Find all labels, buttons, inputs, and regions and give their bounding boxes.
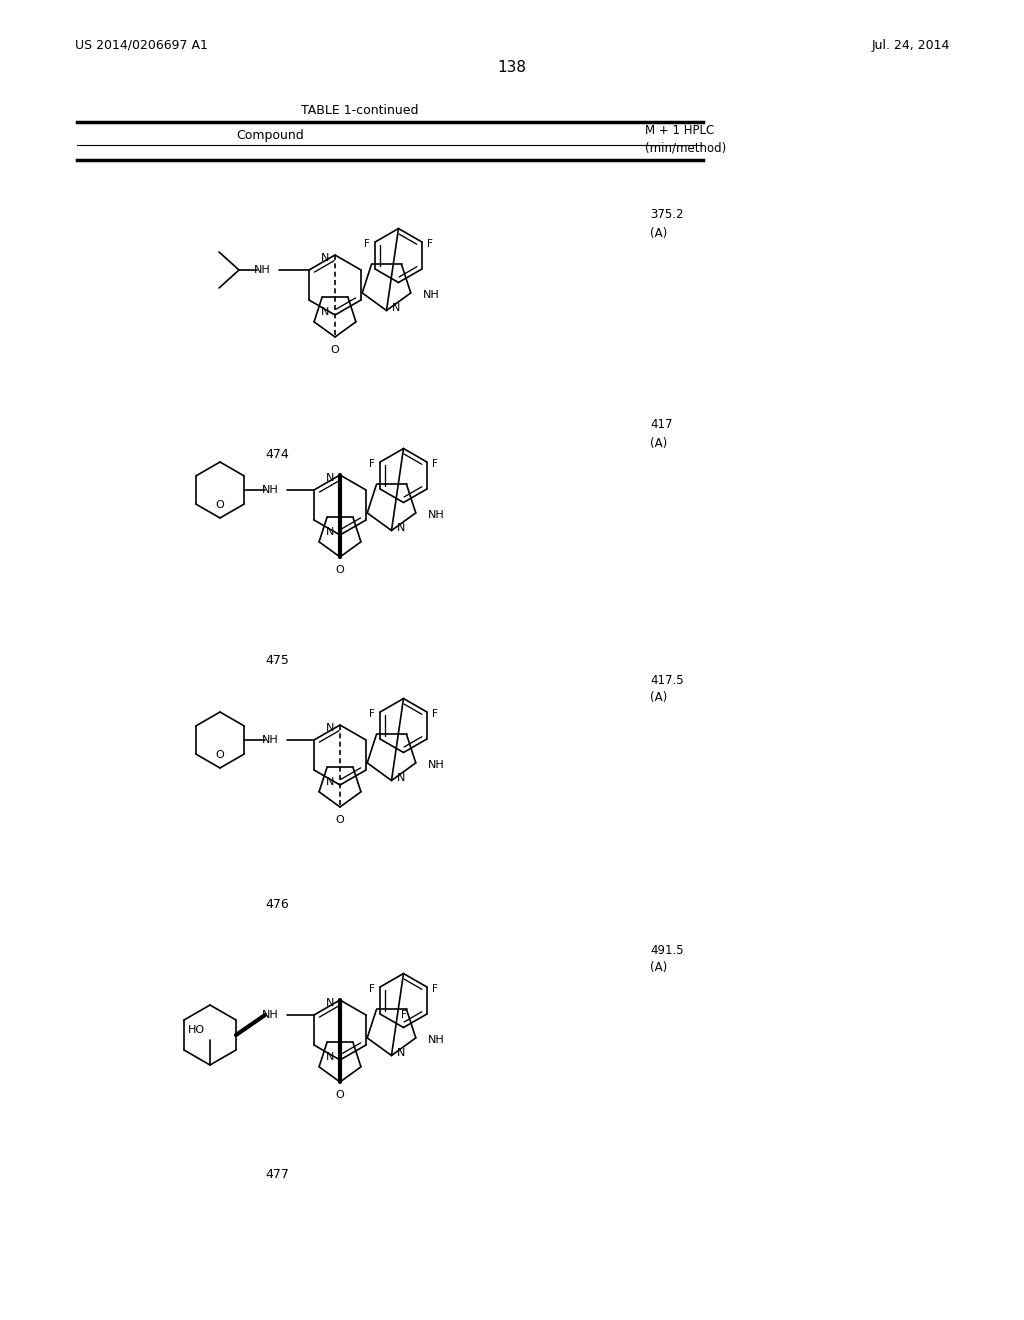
Text: N: N xyxy=(396,523,404,532)
Text: N: N xyxy=(396,772,404,783)
Text: NH: NH xyxy=(428,1035,444,1045)
Text: (A): (A) xyxy=(650,227,668,239)
Text: NH: NH xyxy=(428,760,444,770)
Text: F: F xyxy=(432,709,437,719)
Text: 417: 417 xyxy=(650,418,673,432)
Text: US 2014/0206697 A1: US 2014/0206697 A1 xyxy=(75,38,208,51)
Text: (min/method): (min/method) xyxy=(645,141,726,154)
Text: F: F xyxy=(432,459,437,469)
Text: N: N xyxy=(326,473,334,483)
Text: N: N xyxy=(391,302,400,313)
Text: N: N xyxy=(326,998,334,1008)
Text: F: F xyxy=(432,983,437,994)
Text: (A): (A) xyxy=(650,961,668,974)
Text: 474: 474 xyxy=(265,449,289,462)
Text: M + 1 HPLC: M + 1 HPLC xyxy=(645,124,715,136)
Text: NH: NH xyxy=(262,484,279,495)
Text: NH: NH xyxy=(423,290,439,300)
Text: Compound: Compound xyxy=(237,128,304,141)
Text: 375.2: 375.2 xyxy=(650,209,683,222)
Text: O: O xyxy=(216,750,224,760)
Text: O: O xyxy=(216,500,224,510)
Text: NH: NH xyxy=(262,1010,279,1020)
Text: N: N xyxy=(396,1048,404,1057)
Text: N: N xyxy=(321,308,329,317)
Text: N: N xyxy=(326,723,334,733)
Text: 491.5: 491.5 xyxy=(650,944,684,957)
Text: F: F xyxy=(370,709,375,719)
Text: O: O xyxy=(336,565,344,576)
Text: TABLE 1-continued: TABLE 1-continued xyxy=(301,103,419,116)
Text: 417.5: 417.5 xyxy=(650,673,684,686)
Text: N: N xyxy=(321,253,329,263)
Text: NH: NH xyxy=(254,265,271,275)
Text: F: F xyxy=(370,983,375,994)
Text: O: O xyxy=(336,1090,344,1100)
Text: F: F xyxy=(427,239,433,249)
Text: F: F xyxy=(400,1010,407,1019)
Text: F: F xyxy=(365,239,370,249)
Text: 477: 477 xyxy=(265,1168,289,1181)
Text: Jul. 24, 2014: Jul. 24, 2014 xyxy=(871,38,950,51)
Text: N: N xyxy=(326,527,334,537)
Text: 138: 138 xyxy=(498,61,526,75)
Text: O: O xyxy=(331,345,339,355)
Text: N: N xyxy=(326,777,334,787)
Text: 476: 476 xyxy=(265,899,289,912)
Text: N: N xyxy=(326,1052,334,1063)
Text: 475: 475 xyxy=(265,653,289,667)
Text: (A): (A) xyxy=(650,437,668,450)
Text: O: O xyxy=(336,814,344,825)
Text: HO: HO xyxy=(187,1026,205,1035)
Text: F: F xyxy=(370,459,375,469)
Text: NH: NH xyxy=(428,510,444,520)
Text: (A): (A) xyxy=(650,692,668,705)
Text: NH: NH xyxy=(262,735,279,744)
